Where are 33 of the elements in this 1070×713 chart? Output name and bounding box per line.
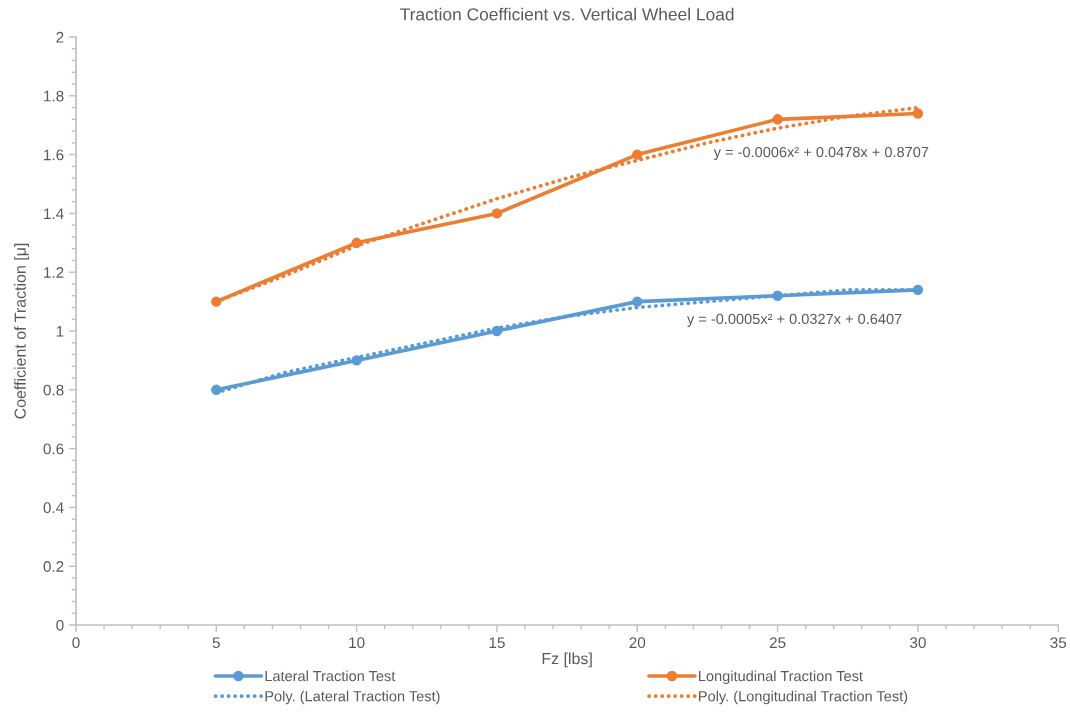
x-tick-label: 20 xyxy=(629,637,646,649)
x-tick-label: 10 xyxy=(349,637,365,649)
point xyxy=(632,149,643,160)
y-tick-label: 1 xyxy=(56,326,64,337)
x-tick-label: 30 xyxy=(909,637,926,649)
point xyxy=(491,208,503,219)
y-tick-label: 1.8 xyxy=(44,90,64,102)
y-tick-label: 1.4 xyxy=(44,208,64,219)
annotation: y = -0.0006x² + 0.0478x + 0.8707 xyxy=(713,146,929,161)
y-tick-label: 0.6 xyxy=(43,443,64,455)
legend-label: Lateral Traction Test xyxy=(265,670,396,682)
point xyxy=(772,114,783,125)
point xyxy=(632,296,643,307)
y-tick-label: 0 xyxy=(56,619,64,631)
y-tick-label: 1.6 xyxy=(44,149,64,161)
y-tick-label: 0.2 xyxy=(43,561,64,572)
legend-label: Poly. (Longitudinal Traction Test) xyxy=(699,690,908,705)
y-tick-label: 1.2 xyxy=(44,267,64,278)
annotation: y = -0.0005x² + 0.0327x + 0.6407 xyxy=(686,313,902,327)
chart-title: Traction Coefficient vs. Vertical Wheel Load xyxy=(400,7,734,21)
legend-label: Poly. (Lateral Traction Test) xyxy=(265,690,440,705)
x-tick-label: 15 xyxy=(489,637,505,649)
x-tick-label: 35 xyxy=(1050,637,1067,649)
x-tick-label: 0 xyxy=(72,637,80,649)
y-tick-label: 0.4 xyxy=(43,502,64,514)
x-tick-label: 5 xyxy=(212,637,220,649)
legend-label: Longitudinal Traction Test xyxy=(699,670,863,685)
y-axis-title: Coefficient of Traction [μ] xyxy=(14,243,30,419)
y-tick-label: 2 xyxy=(56,31,64,43)
point xyxy=(912,108,924,119)
x-axis-title: Fz [lbs] xyxy=(542,652,592,668)
x-tick-label: 25 xyxy=(769,637,786,649)
y-tick-label: 0.8 xyxy=(43,384,64,396)
